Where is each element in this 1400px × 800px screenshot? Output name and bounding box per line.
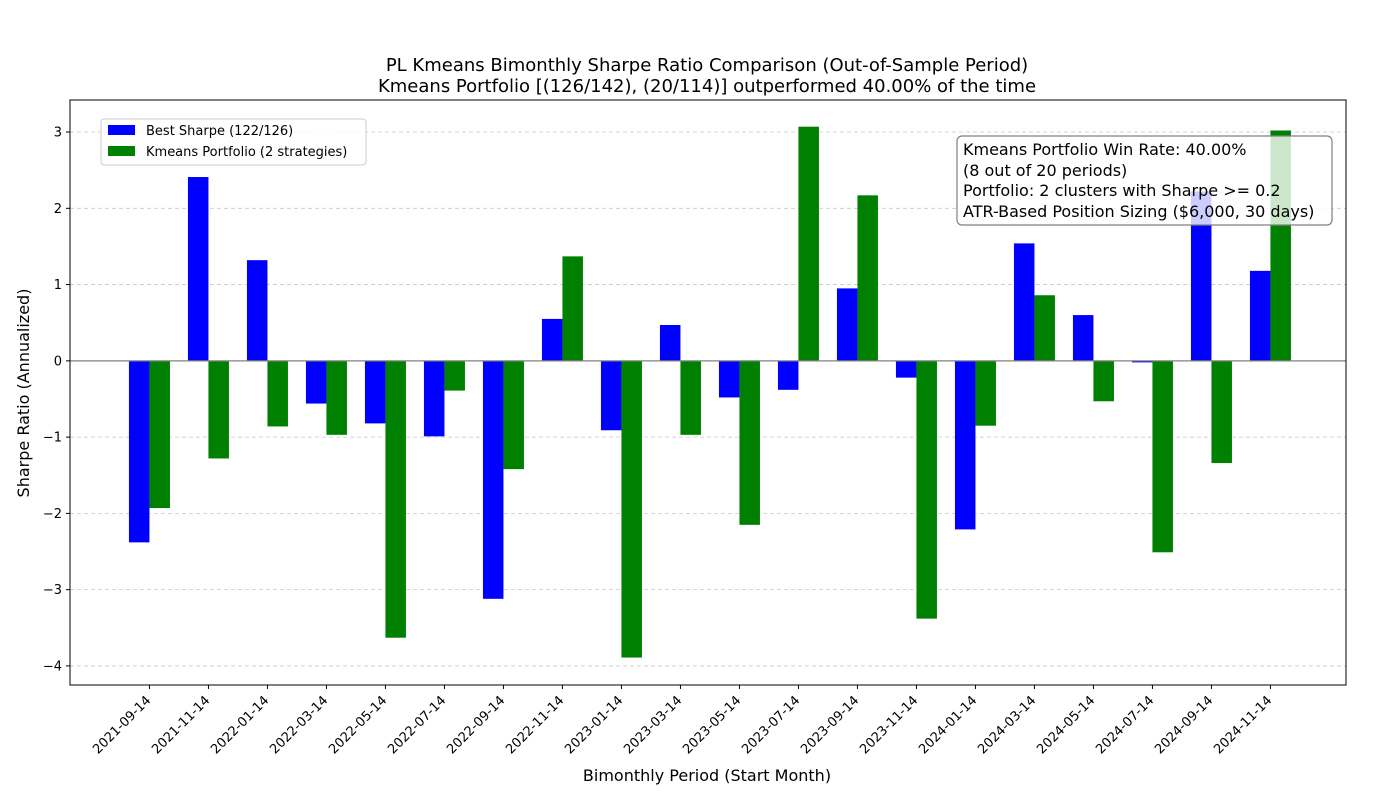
bar-kmeans-portfolio bbox=[798, 126, 819, 361]
bar-kmeans-portfolio bbox=[857, 195, 878, 361]
legend-swatch-kmeans-portfolio bbox=[108, 146, 135, 156]
x-tick-label: 2021-09-14 bbox=[90, 693, 154, 757]
x-tick-label: 2024-03-14 bbox=[975, 693, 1039, 757]
x-tick-label: 2024-01-14 bbox=[916, 693, 980, 757]
bar-kmeans-portfolio bbox=[444, 360, 465, 391]
legend-box bbox=[100, 118, 367, 166]
x-tick-label: 2022-03-14 bbox=[267, 693, 331, 757]
bar-kmeans-portfolio bbox=[1034, 295, 1055, 361]
legend: Best Sharpe (122/126) Kmeans Portfolio (… bbox=[100, 118, 367, 166]
bar-best-sharpe bbox=[482, 360, 504, 599]
annotation-line-3: Portfolio: 2 clusters with Sharpe >= 0.2 bbox=[963, 181, 1281, 200]
x-axis-ticks: 2021-09-142021-11-142022-01-142022-03-14… bbox=[90, 685, 1275, 757]
bar-kmeans-portfolio bbox=[385, 360, 406, 638]
bar-best-sharpe bbox=[1072, 315, 1094, 361]
x-axis-label: Bimonthly Period (Start Month) bbox=[583, 766, 831, 785]
bar-kmeans-portfolio bbox=[562, 256, 583, 361]
y-tick-label: 2 bbox=[54, 202, 62, 217]
x-tick-label: 2022-11-14 bbox=[503, 693, 567, 757]
x-tick-label: 2022-07-14 bbox=[385, 693, 449, 757]
bar-kmeans-portfolio bbox=[208, 360, 229, 459]
legend-label-best-sharpe: Best Sharpe (122/126) bbox=[146, 124, 293, 139]
x-tick-label: 2024-05-14 bbox=[1034, 693, 1098, 757]
bar-kmeans-portfolio bbox=[267, 360, 288, 427]
x-tick-label: 2022-05-14 bbox=[326, 693, 390, 757]
x-tick-label: 2023-03-14 bbox=[621, 693, 685, 757]
x-tick-label: 2023-11-14 bbox=[857, 693, 921, 757]
bar-best-sharpe bbox=[777, 360, 799, 390]
legend-swatch-best-sharpe bbox=[108, 125, 135, 135]
bar-best-sharpe bbox=[600, 360, 622, 431]
bar-kmeans-portfolio bbox=[503, 360, 524, 470]
x-tick-label: 2024-09-14 bbox=[1152, 693, 1216, 757]
bar-best-sharpe bbox=[895, 360, 917, 378]
y-tick-label: −2 bbox=[43, 507, 62, 522]
x-tick-label: 2022-09-14 bbox=[444, 693, 508, 757]
bar-kmeans-portfolio bbox=[1093, 360, 1114, 402]
bar-best-sharpe bbox=[423, 360, 445, 437]
bar-best-sharpe bbox=[1131, 360, 1153, 363]
y-tick-label: −3 bbox=[43, 583, 62, 598]
x-tick-label: 2023-09-14 bbox=[798, 693, 862, 757]
bar-best-sharpe bbox=[128, 360, 150, 543]
plot-frame bbox=[69, 99, 1347, 686]
bar-kmeans-portfolio bbox=[680, 360, 701, 435]
bar-best-sharpe bbox=[246, 260, 268, 361]
bars bbox=[128, 126, 1291, 658]
annotation-line-1: Kmeans Portfolio Win Rate: 40.00% bbox=[963, 140, 1247, 159]
bar-kmeans-portfolio bbox=[975, 360, 996, 426]
bar-best-sharpe bbox=[1249, 270, 1271, 361]
bar-kmeans-portfolio bbox=[149, 360, 170, 509]
bar-best-sharpe bbox=[541, 318, 563, 361]
bar-kmeans-portfolio bbox=[621, 360, 642, 658]
bar-best-sharpe bbox=[659, 325, 681, 361]
bar-best-sharpe bbox=[718, 360, 740, 398]
bar-kmeans-portfolio bbox=[326, 360, 347, 435]
bar-kmeans-portfolio bbox=[739, 360, 760, 525]
bar-best-sharpe bbox=[364, 360, 386, 424]
win-rate-annotation: Kmeans Portfolio Win Rate: 40.00% (8 out… bbox=[956, 135, 1333, 226]
y-axis-label: Sharpe Ratio (Annualized) bbox=[14, 289, 33, 498]
x-tick-label: 2024-07-14 bbox=[1093, 693, 1157, 757]
y-tick-label: 3 bbox=[54, 126, 62, 141]
x-tick-label: 2024-11-14 bbox=[1211, 693, 1275, 757]
x-tick-label: 2023-01-14 bbox=[562, 693, 626, 757]
bar-best-sharpe bbox=[187, 177, 209, 361]
y-tick-label: 0 bbox=[54, 354, 62, 369]
chart-title: PL Kmeans Bimonthly Sharpe Ratio Compari… bbox=[386, 55, 1028, 76]
x-tick-label: 2023-05-14 bbox=[680, 693, 744, 757]
chart-subtitle: Kmeans Portfolio [(126/142), (20/114)] o… bbox=[378, 76, 1036, 97]
annotation-line-2: (8 out of 20 periods) bbox=[963, 161, 1127, 180]
bar-kmeans-portfolio bbox=[1152, 360, 1173, 553]
annotation-line-4: ATR-Based Position Sizing ($6,000, 30 da… bbox=[963, 202, 1314, 221]
y-tick-label: −4 bbox=[43, 659, 62, 674]
annotation-box bbox=[956, 135, 1333, 226]
bar-kmeans-portfolio bbox=[1211, 360, 1232, 464]
bar-kmeans-portfolio bbox=[916, 360, 937, 619]
x-tick-label: 2021-11-14 bbox=[149, 693, 213, 757]
bar-best-sharpe bbox=[1013, 243, 1035, 361]
legend-label-kmeans-portfolio: Kmeans Portfolio (2 strategies) bbox=[146, 145, 347, 160]
bar-best-sharpe bbox=[836, 288, 858, 361]
x-tick-label: 2023-07-14 bbox=[739, 693, 803, 757]
bar-best-sharpe bbox=[1190, 191, 1212, 361]
bar-best-sharpe bbox=[305, 360, 327, 404]
y-tick-label: −1 bbox=[43, 431, 62, 446]
y-tick-label: 1 bbox=[54, 278, 62, 293]
x-tick-label: 2022-01-14 bbox=[208, 693, 272, 757]
y-axis-ticks: 3 2 1 0 −1 −2 −3 −4 bbox=[43, 126, 70, 674]
bar-best-sharpe bbox=[954, 360, 976, 530]
